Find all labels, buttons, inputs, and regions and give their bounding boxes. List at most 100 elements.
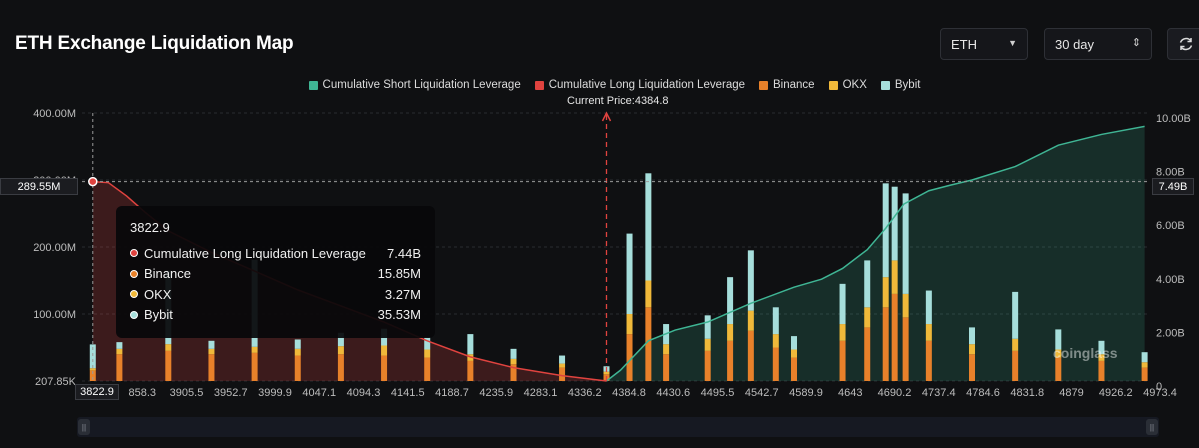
bar-bybit (791, 336, 797, 350)
bar-bybit (510, 348, 517, 359)
x-tick-label: 4643 (838, 387, 862, 399)
legend-label: Bybit (894, 79, 921, 91)
bar-okx (116, 348, 123, 355)
bar-binance (772, 347, 779, 381)
zoom-handle-right[interactable]: || (1146, 419, 1158, 435)
refresh-icon (1179, 37, 1193, 51)
bar-binance (467, 360, 474, 381)
bar-okx (251, 346, 258, 353)
bar-binance (337, 354, 344, 381)
bar-binance (381, 355, 388, 381)
bar-bybit (424, 337, 431, 350)
bar-okx (510, 358, 517, 365)
tooltip-dot (130, 310, 138, 319)
x-axis-pointer-label: 3822.9 (75, 384, 119, 400)
x-tick-label: 4283.1 (524, 387, 558, 399)
symbol-select[interactable]: ETH ▼ (940, 28, 1028, 60)
bar-binance (663, 354, 670, 381)
y-tick-label: 207.85K (35, 376, 77, 388)
x-tick-label: 858.3 (128, 387, 156, 399)
bar-okx (626, 314, 633, 335)
legend-binance[interactable]: Binance (759, 79, 815, 91)
refresh-button[interactable] (1167, 28, 1199, 60)
range-select-value: 30 day (1055, 36, 1095, 52)
tooltip-row: Binance 15.85M (130, 264, 421, 285)
legend-label: Binance (773, 79, 815, 91)
legend-label: Cumulative Short Liquidation Leverage (322, 79, 521, 91)
bar-binance (791, 357, 797, 381)
x-tick-label: 4384.8 (612, 387, 646, 399)
legend-label: Cumulative Long Liquidation Leverage (548, 79, 746, 91)
bar-bybit (727, 277, 734, 325)
x-tick-label: 4831.8 (1010, 387, 1044, 399)
bar-binance (559, 367, 566, 381)
bar-okx (645, 280, 652, 308)
x-tick-label: 3952.7 (214, 387, 248, 399)
bar-bybit (864, 260, 871, 308)
bar-bybit (969, 327, 975, 345)
bar-okx (727, 324, 734, 341)
bar-binance (645, 307, 652, 381)
short-cumulative-area (606, 126, 1145, 382)
bar-okx (704, 338, 711, 351)
tooltip-value: 35.53M (377, 307, 421, 323)
x-tick-label: 4094.3 (347, 387, 381, 399)
bar-okx (902, 293, 909, 318)
bar-binance (1055, 357, 1062, 381)
x-tick-label: 4495.5 (701, 387, 735, 399)
range-select[interactable]: 30 day ⇕ (1044, 28, 1152, 60)
tooltip-dot (130, 290, 138, 299)
legend-short-cumulative[interactable]: Cumulative Short Liquidation Leverage (308, 79, 521, 91)
legend-swatch (534, 80, 544, 90)
tooltip-dot (130, 249, 138, 258)
y-right-tick-label: 10.00B (1156, 113, 1191, 125)
chart-legend: Cumulative Short Liquidation Leverage Cu… (0, 79, 1199, 91)
x-tick-label: 4784.6 (966, 387, 1000, 399)
tooltip-label: Cumulative Long Liquidation Leverage (144, 245, 366, 261)
x-tick-label: 4973.4 (1143, 387, 1177, 399)
bar-okx (891, 260, 898, 294)
bar-binance (1012, 350, 1019, 381)
bar-bybit (882, 183, 889, 278)
symbol-select-value: ETH (951, 36, 977, 52)
data-zoom-slider[interactable] (77, 417, 1159, 437)
bar-okx (559, 363, 566, 368)
caret-down-icon: ▼ (1008, 38, 1017, 48)
bar-bybit (467, 334, 474, 355)
legend-swatch (880, 80, 890, 90)
legend-long-cumulative[interactable]: Cumulative Long Liquidation Leverage (534, 79, 746, 91)
x-tick-label: 4235.9 (479, 387, 513, 399)
y-tick-label: 100.00M (33, 309, 76, 321)
tooltip-label: Bybit (144, 307, 173, 323)
page-title: ETH Exchange Liquidation Map (15, 33, 294, 54)
bar-okx (864, 307, 871, 328)
bar-binance (251, 352, 258, 381)
bar-okx (969, 344, 975, 355)
bar-binance (969, 354, 975, 381)
y-right-tick-label: 6.00B (1156, 220, 1185, 232)
x-tick-label: 4926.2 (1099, 387, 1133, 399)
bar-okx (424, 349, 431, 358)
tooltip-dot (130, 269, 138, 278)
x-tick-label: 4737.4 (922, 387, 956, 399)
bar-binance (902, 317, 909, 381)
bar-okx (1012, 338, 1019, 351)
x-tick-label: 4430.6 (656, 387, 690, 399)
bar-binance (89, 370, 96, 381)
bar-binance (704, 350, 711, 381)
y-right-tick-label: 2.00B (1156, 327, 1185, 339)
bar-binance (891, 293, 898, 381)
y-right-axis-pointer-label: 7.49B (1152, 178, 1194, 195)
bar-bybit (747, 250, 754, 311)
legend-swatch (828, 80, 838, 90)
tooltip-label: OKX (144, 286, 172, 302)
bar-okx (839, 324, 846, 341)
bar-bybit (116, 342, 123, 349)
legend-bybit[interactable]: Bybit (880, 79, 921, 91)
zoom-handle-left[interactable]: || (78, 419, 90, 435)
hover-point (88, 176, 98, 187)
legend-okx[interactable]: OKX (828, 79, 867, 91)
legend-swatch (759, 80, 769, 90)
bar-okx (882, 277, 889, 308)
bar-binance (626, 334, 633, 381)
